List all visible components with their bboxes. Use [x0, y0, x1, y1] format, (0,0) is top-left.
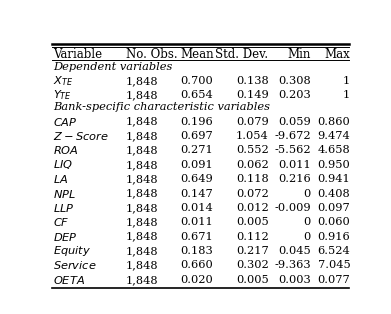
Text: $LIQ$: $LIQ$ — [54, 158, 74, 171]
Text: 1: 1 — [343, 76, 350, 86]
Text: 0.196: 0.196 — [181, 116, 213, 127]
Text: $OETA$: $OETA$ — [54, 274, 86, 286]
Text: $Service$: $Service$ — [54, 259, 97, 271]
Text: 6.524: 6.524 — [317, 246, 350, 256]
Text: $Z-Score$: $Z-Score$ — [54, 130, 109, 142]
Text: 1,848: 1,848 — [126, 260, 159, 270]
Text: 1,848: 1,848 — [126, 90, 159, 100]
Text: 0.091: 0.091 — [181, 160, 213, 170]
Text: 0.149: 0.149 — [236, 90, 269, 100]
Text: 0.011: 0.011 — [181, 217, 213, 227]
Text: 0.203: 0.203 — [278, 90, 311, 100]
Text: $Y_{TE}$: $Y_{TE}$ — [54, 89, 72, 102]
Text: 0.020: 0.020 — [181, 275, 213, 285]
Text: 0.011: 0.011 — [278, 160, 311, 170]
Text: 0.271: 0.271 — [181, 145, 213, 155]
Text: 0.671: 0.671 — [181, 232, 213, 242]
Text: 1,848: 1,848 — [126, 174, 159, 184]
Text: 0.860: 0.860 — [317, 116, 350, 127]
Text: 1,848: 1,848 — [126, 246, 159, 256]
Text: Bank-specific characteristic variables: Bank-specific characteristic variables — [54, 102, 271, 112]
Text: 0.138: 0.138 — [236, 76, 269, 86]
Text: 0.079: 0.079 — [236, 116, 269, 127]
Text: 0.660: 0.660 — [181, 260, 213, 270]
Text: 1.054: 1.054 — [236, 131, 269, 141]
Text: 1,848: 1,848 — [126, 217, 159, 227]
Text: 0.012: 0.012 — [236, 203, 269, 213]
Text: 7.045: 7.045 — [317, 260, 350, 270]
Text: 0.005: 0.005 — [236, 217, 269, 227]
Text: 9.474: 9.474 — [317, 131, 350, 141]
Text: 0.097: 0.097 — [317, 203, 350, 213]
Text: $Equity$: $Equity$ — [54, 244, 91, 258]
Text: 0.216: 0.216 — [278, 174, 311, 184]
Text: 1,848: 1,848 — [126, 76, 159, 86]
Text: 0.147: 0.147 — [181, 188, 213, 198]
Text: $DEP$: $DEP$ — [54, 231, 78, 243]
Text: 0: 0 — [304, 217, 311, 227]
Text: 0.062: 0.062 — [236, 160, 269, 170]
Text: 0.112: 0.112 — [236, 232, 269, 242]
Text: $LLP$: $LLP$ — [54, 202, 75, 214]
Text: 0.700: 0.700 — [181, 76, 213, 86]
Text: 1,848: 1,848 — [126, 160, 159, 170]
Text: 0.060: 0.060 — [317, 217, 350, 227]
Text: No. Obs.: No. Obs. — [126, 48, 178, 61]
Text: 0: 0 — [304, 232, 311, 242]
Text: -5.562: -5.562 — [274, 145, 311, 155]
Text: 4.658: 4.658 — [317, 145, 350, 155]
Text: 0.014: 0.014 — [181, 203, 213, 213]
Text: Std. Dev.: Std. Dev. — [215, 48, 269, 61]
Text: Min: Min — [288, 48, 311, 61]
Text: 0.916: 0.916 — [317, 232, 350, 242]
Text: 0.183: 0.183 — [181, 246, 213, 256]
Text: 1,848: 1,848 — [126, 145, 159, 155]
Text: 0.408: 0.408 — [317, 188, 350, 198]
Text: 1,848: 1,848 — [126, 131, 159, 141]
Text: 1,848: 1,848 — [126, 203, 159, 213]
Text: 1,848: 1,848 — [126, 275, 159, 285]
Text: 0.941: 0.941 — [317, 174, 350, 184]
Text: 0.059: 0.059 — [278, 116, 311, 127]
Text: 0.003: 0.003 — [278, 275, 311, 285]
Text: 1: 1 — [343, 90, 350, 100]
Text: -9.363: -9.363 — [274, 260, 311, 270]
Text: Mean: Mean — [181, 48, 214, 61]
Text: 0.654: 0.654 — [181, 90, 213, 100]
Text: 0.308: 0.308 — [278, 76, 311, 86]
Text: 0.302: 0.302 — [236, 260, 269, 270]
Text: Dependent variables: Dependent variables — [54, 62, 173, 72]
Text: 1,848: 1,848 — [126, 188, 159, 198]
Text: $NPL$: $NPL$ — [54, 187, 77, 199]
Text: 1,848: 1,848 — [126, 232, 159, 242]
Text: $LA$: $LA$ — [54, 173, 69, 185]
Text: -9.672: -9.672 — [274, 131, 311, 141]
Text: $ROA$: $ROA$ — [54, 144, 79, 156]
Text: -0.009: -0.009 — [274, 203, 311, 213]
Text: Max: Max — [325, 48, 350, 61]
Text: $CAP$: $CAP$ — [54, 116, 78, 127]
Text: 0.005: 0.005 — [236, 275, 269, 285]
Text: $X_{TE}$: $X_{TE}$ — [54, 74, 74, 88]
Text: 0.045: 0.045 — [278, 246, 311, 256]
Text: 1,848: 1,848 — [126, 116, 159, 127]
Text: 0.072: 0.072 — [236, 188, 269, 198]
Text: 0: 0 — [304, 188, 311, 198]
Text: 0.217: 0.217 — [236, 246, 269, 256]
Text: 0.649: 0.649 — [181, 174, 213, 184]
Text: 0.697: 0.697 — [181, 131, 213, 141]
Text: $CF$: $CF$ — [54, 216, 70, 228]
Text: 0.118: 0.118 — [236, 174, 269, 184]
Text: 0.552: 0.552 — [236, 145, 269, 155]
Text: 0.950: 0.950 — [317, 160, 350, 170]
Text: Variable: Variable — [54, 48, 102, 61]
Text: 0.077: 0.077 — [317, 275, 350, 285]
